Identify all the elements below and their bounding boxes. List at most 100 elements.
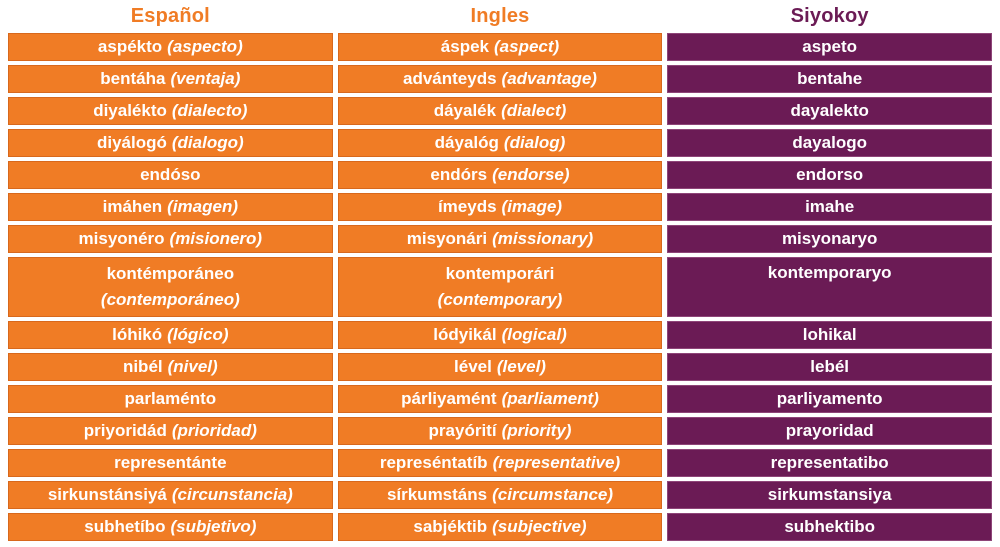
espanol-gloss: (lógico): [167, 325, 229, 344]
espanol-gloss: (misionero): [169, 229, 263, 248]
cell-espanol: imáhen (imagen): [8, 193, 333, 221]
cell-siyokoy: sirkumstansiya: [667, 481, 992, 509]
siyokoy-word: sirkumstansiya: [767, 485, 892, 504]
ingles-gloss: (representative): [492, 453, 621, 472]
table-row: aspékto (aspecto) áspek (aspect) aspeto: [8, 33, 992, 61]
espanol-gloss: (prioridad): [171, 421, 257, 440]
cell-espanol: subhetíbo (subjetivo): [8, 513, 333, 541]
cell-espanol: nibél (nivel): [8, 353, 333, 381]
table-row: diyalékto (dialecto) dáyalék (dialect) d…: [8, 97, 992, 125]
espanol-word: diyalékto: [93, 101, 167, 120]
table-row: kontémporáneo (contemporáneo) kontemporá…: [8, 257, 992, 317]
ingles-gloss: (circumstance): [492, 485, 614, 504]
espanol-gloss: (dialecto): [171, 101, 248, 120]
siyokoy-word: misyonaryo: [781, 229, 878, 248]
siyokoy-word: endorso: [796, 165, 864, 184]
espanol-word: nibél: [122, 357, 163, 376]
cell-espanol: misyonéro (misionero): [8, 225, 333, 253]
cell-ingles: lével (level): [337, 353, 663, 381]
espanol-word: diyálogó: [96, 133, 167, 152]
espanol-word: imáhen: [102, 197, 163, 216]
cell-siyokoy: endorso: [667, 161, 992, 189]
cell-ingles: sabjéktib (subjective): [337, 513, 663, 541]
espanol-word: kontémporáneo: [106, 264, 235, 283]
table-row: subhetíbo (subjetivo) sabjéktib (subject…: [8, 513, 992, 541]
table-row: misyonéro (misionero) misyonári (mission…: [8, 225, 992, 253]
ingles-gloss: (dialog): [503, 133, 566, 152]
espanol-gloss: (dialogo): [171, 133, 244, 152]
ingles-gloss: (endorse): [492, 165, 570, 184]
ingles-word: represéntatíb: [379, 453, 488, 472]
ingles-word: párliyamént: [401, 389, 497, 408]
cell-ingles: advánteyds (advantage): [337, 65, 663, 93]
siyokoy-word: parliyamento: [776, 389, 883, 408]
espanol-word: representánte: [114, 453, 227, 472]
cell-espanol: diyalékto (dialecto): [8, 97, 333, 125]
ingles-word: ímeyds: [437, 197, 497, 216]
espanol-word: endóso: [140, 165, 201, 184]
espanol-word: aspékto: [97, 37, 163, 56]
cell-ingles: áspek (aspect): [337, 33, 663, 61]
header-siyokoy: Siyokoy: [790, 5, 869, 27]
ingles-gloss: (subjective): [492, 517, 587, 536]
cell-ingles: prayórití (priority): [337, 417, 663, 445]
ingles-word: misyonári: [406, 229, 488, 248]
cell-siyokoy: subhektibo: [667, 513, 992, 541]
cell-siyokoy: misyonaryo: [667, 225, 992, 253]
cell-ingles: sírkumstáns (circumstance): [337, 481, 663, 509]
ingles-gloss: (aspect): [494, 37, 560, 56]
cell-espanol: representánte: [8, 449, 333, 477]
table-row: nibél (nivel) lével (level) lebél: [8, 353, 992, 381]
cell-espanol: diyálogó (dialogo): [8, 129, 333, 157]
cell-siyokoy: lebél: [667, 353, 992, 381]
ingles-gloss: (contemporary): [437, 290, 563, 309]
ingles-gloss: (logical): [501, 325, 567, 344]
ingles-word: dáyalóg: [434, 133, 499, 152]
table-row: diyálogó (dialogo) dáyalóg (dialog) daya…: [8, 129, 992, 157]
siyokoy-word: kontemporaryo: [767, 263, 892, 282]
espanol-word: bentáha: [100, 69, 166, 88]
cell-ingles: lódyikál (logical): [337, 321, 663, 349]
table-row: bentáha (ventaja) advánteyds (advantage)…: [8, 65, 992, 93]
cell-espanol: kontémporáneo (contemporáneo): [8, 257, 333, 317]
ingles-word: prayórití: [428, 421, 497, 440]
siyokoy-word: dayalekto: [790, 101, 869, 120]
espanol-gloss: (ventaja): [170, 69, 241, 88]
table-row: imáhen (imagen) ímeyds (image) imahe: [8, 193, 992, 221]
siyokoy-word: representatibo: [770, 453, 889, 472]
ingles-word: endórs: [430, 165, 488, 184]
cell-siyokoy: bentahe: [667, 65, 992, 93]
espanol-word: sirkunstánsiyá: [47, 485, 167, 504]
espanol-gloss: (circunstancia): [171, 485, 293, 504]
ingles-word: sabjéktib: [413, 517, 488, 536]
cell-ingles: endórs (endorse): [337, 161, 663, 189]
cell-ingles: represéntatíb (representative): [337, 449, 663, 477]
table-row: parlaménto párliyamént (parliament) parl…: [8, 385, 992, 413]
espanol-word: misyonéro: [78, 229, 165, 248]
ingles-gloss: (level): [496, 357, 546, 376]
ingles-word: lével: [454, 357, 492, 376]
cell-siyokoy: dayalekto: [667, 97, 992, 125]
cell-siyokoy: lohikal: [667, 321, 992, 349]
espanol-word: priyoridád: [83, 421, 167, 440]
cell-siyokoy: kontemporaryo: [667, 257, 992, 317]
espanol-gloss: (subjetivo): [170, 517, 257, 536]
ingles-word: advánteyds: [403, 69, 497, 88]
cell-espanol: parlaménto: [8, 385, 333, 413]
ingles-gloss: (missionary): [492, 229, 594, 248]
siyokoy-word: aspeto: [802, 37, 858, 56]
cell-espanol: bentáha (ventaja): [8, 65, 333, 93]
header-espanol: Español: [130, 5, 210, 27]
cell-siyokoy: imahe: [667, 193, 992, 221]
cell-ingles: kontemporári (contemporary): [337, 257, 663, 317]
siyokoy-word: lebél: [810, 357, 850, 376]
siyokoy-word: bentahe: [797, 69, 863, 88]
espanol-gloss: (nivel): [167, 357, 218, 376]
header-ingles: Ingles: [470, 5, 530, 27]
table-row: priyoridád (prioridad) prayórití (priori…: [8, 417, 992, 445]
siyokoy-word: imahe: [805, 197, 855, 216]
ingles-word: dáyalék: [433, 101, 497, 120]
cell-ingles: misyonári (missionary): [337, 225, 663, 253]
cell-espanol: endóso: [8, 161, 333, 189]
